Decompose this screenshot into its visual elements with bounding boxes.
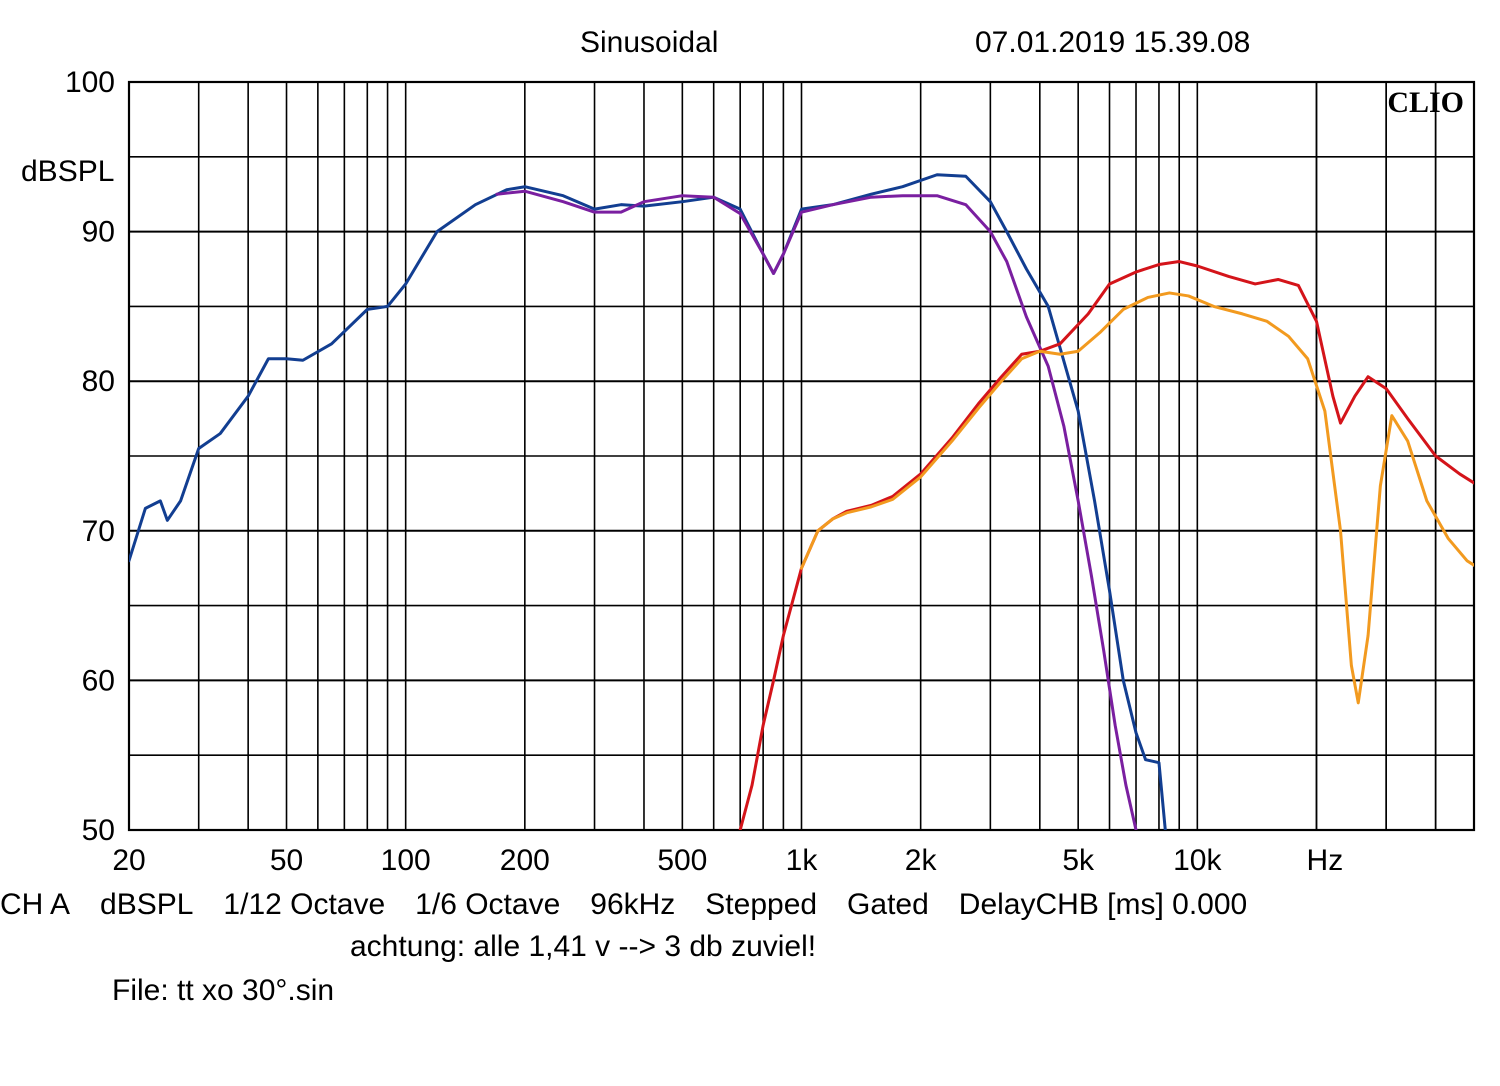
svg-text:50: 50	[82, 814, 115, 847]
svg-text:2k: 2k	[905, 844, 938, 877]
svg-text:90: 90	[82, 216, 115, 249]
svg-text:1k: 1k	[786, 844, 819, 877]
svg-text:50: 50	[270, 844, 303, 877]
series-red	[740, 262, 1474, 830]
footer-warning: achtung: alle 1,41 v --> 3 db zuviel!	[350, 930, 816, 964]
svg-text:dBSPL: dBSPL	[21, 155, 114, 188]
svg-text:100: 100	[65, 66, 115, 99]
svg-text:200: 200	[500, 844, 550, 877]
svg-text:70: 70	[82, 515, 115, 548]
svg-text:20: 20	[112, 844, 145, 877]
svg-text:500: 500	[657, 844, 707, 877]
svg-text:5k: 5k	[1062, 844, 1095, 877]
frequency-response-chart: 5060708090100dBSPL20501002005001k2k5k10k…	[0, 0, 1500, 890]
file-label: File: tt xo 30°.sin	[112, 974, 334, 1008]
svg-text:100: 100	[381, 844, 431, 877]
footer-params: CH A dBSPL 1/12 Octave 1/6 Octave 96kHz …	[0, 888, 1500, 922]
svg-text:Hz: Hz	[1307, 844, 1344, 877]
svg-text:10k: 10k	[1173, 844, 1222, 877]
svg-text:60: 60	[82, 664, 115, 697]
svg-text:80: 80	[82, 365, 115, 398]
svg-text:CLIO: CLIO	[1387, 86, 1464, 119]
series-orange	[802, 293, 1475, 703]
